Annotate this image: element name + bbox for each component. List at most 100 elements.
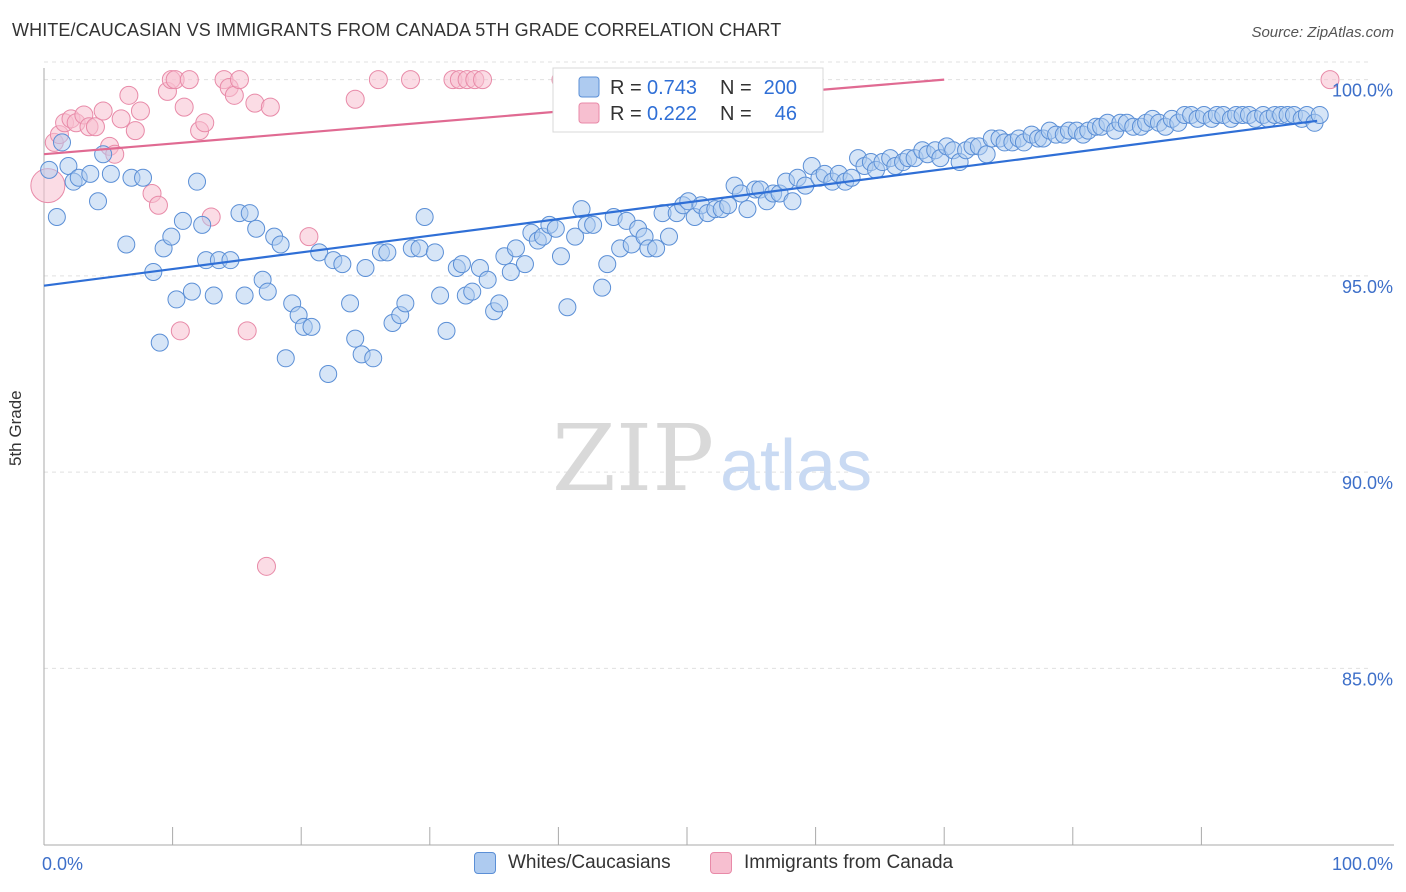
- point-whites-14: [150, 333, 169, 352]
- point-canada-35: [299, 227, 319, 247]
- legend-n-value-blue: 200: [764, 77, 797, 99]
- stats-legend: R = 0.743 N = 200 R = 0.222 N = 46: [552, 67, 824, 133]
- point-canada-21: [170, 321, 190, 341]
- gridlines: [44, 61, 1370, 669]
- point-whites-68: [501, 262, 520, 281]
- point-whites-27: [235, 286, 254, 305]
- watermark-zip: ZIP: [552, 405, 714, 512]
- y-tick-labels: 85.0% 90.0% 95.0% 100.0%: [1332, 81, 1393, 690]
- point-whites-102: [719, 196, 738, 215]
- point-whites-16: [162, 227, 181, 246]
- point-canada-30: [229, 70, 249, 90]
- y-tick-label-3: 100.0%: [1332, 81, 1393, 101]
- legend-swatch-pink: [578, 102, 600, 124]
- point-whites-40: [319, 365, 338, 383]
- point-whites-33: [271, 235, 290, 254]
- watermark-atlas: atlas: [720, 426, 872, 506]
- point-whites-19: [182, 282, 201, 301]
- point-whites-6: [81, 164, 100, 183]
- point-canada-9: [93, 101, 113, 121]
- point-whites-2: [53, 133, 72, 152]
- legend-label-canada: Immigrants from Canada: [744, 852, 954, 873]
- point-whites-78: [566, 227, 585, 246]
- y-tick-label-2: 95.0%: [1342, 277, 1393, 297]
- legend-n-value-pink: 46: [775, 103, 797, 125]
- point-whites-62: [463, 282, 482, 301]
- legend-n-label-blue: N =: [720, 77, 752, 99]
- point-whites-121: [842, 168, 861, 187]
- point-canada-43: [473, 70, 493, 90]
- point-whites-91: [647, 239, 666, 258]
- legend-r-label-blue: R =: [610, 77, 642, 99]
- point-whites-10: [117, 235, 136, 254]
- point-whites-60: [452, 255, 471, 274]
- point-whites-23: [204, 286, 223, 305]
- point-whites-56: [425, 243, 444, 262]
- point-canada-13: [119, 85, 139, 105]
- legend-swatch-blue: [578, 76, 600, 98]
- point-whites-142: [977, 145, 996, 164]
- point-whites-112: [783, 192, 802, 211]
- point-whites-58: [437, 321, 456, 340]
- point-canada-38: [401, 70, 421, 90]
- legend-r-value-blue: 0.743: [647, 77, 697, 99]
- point-canada-17: [148, 195, 168, 215]
- legend-r-value-pink: 0.222: [647, 103, 697, 125]
- point-whites-83: [598, 255, 617, 274]
- point-canada-8: [85, 117, 105, 137]
- point-whites-49: [378, 243, 397, 262]
- point-canada-15: [130, 101, 150, 121]
- point-whites-42: [333, 255, 352, 274]
- point-whites-18: [173, 211, 192, 230]
- series-blue-points: [40, 105, 1329, 383]
- point-whites-82: [593, 278, 612, 297]
- point-whites-28: [240, 204, 259, 223]
- x-tick-label-1: 100.0%: [1332, 854, 1393, 874]
- point-whites-105: [738, 200, 757, 219]
- point-canada-37: [368, 70, 388, 90]
- point-whites-194: [1310, 105, 1329, 124]
- point-whites-20: [188, 172, 207, 191]
- point-whites-76: [551, 247, 570, 266]
- point-whites-57: [431, 286, 450, 305]
- x-tick-labels: 0.0% 100.0%: [42, 854, 1393, 874]
- legend-item-whites: Whites/Caucasians: [474, 852, 671, 874]
- trend-line-whites: [43, 119, 1318, 287]
- point-whites-7: [89, 192, 108, 211]
- point-whites-77: [558, 298, 577, 317]
- point-canada-23: [179, 70, 199, 90]
- chart-title: WHITE/CAUCASIAN VS IMMIGRANTS FROM CANAD…: [12, 20, 782, 40]
- point-whites-0: [40, 160, 59, 179]
- x-tick-label-0: 0.0%: [42, 854, 83, 874]
- legend-n-label-pink: N =: [720, 103, 752, 125]
- point-whites-93: [659, 227, 678, 246]
- point-whites-31: [258, 282, 277, 301]
- point-canada-12: [111, 109, 131, 129]
- point-whites-70: [515, 255, 534, 274]
- point-canada-34: [260, 97, 280, 117]
- point-whites-55: [415, 208, 434, 226]
- y-tick-label-0: 85.0%: [1342, 669, 1393, 689]
- watermark: ZIP atlas: [552, 405, 872, 512]
- legend-swatch-whites: [474, 852, 496, 874]
- point-whites-46: [356, 259, 375, 278]
- point-canada-45: [1320, 70, 1340, 90]
- series-legend: Whites/Caucasians Immigrants from Canada: [0, 852, 1406, 878]
- point-whites-29: [247, 219, 266, 238]
- point-whites-66: [490, 294, 509, 313]
- point-whites-34: [276, 349, 295, 368]
- legend-label-whites: Whites/Caucasians: [508, 852, 671, 873]
- point-whites-69: [506, 239, 525, 258]
- point-whites-1: [47, 208, 66, 226]
- y-tick-label-1: 90.0%: [1342, 473, 1393, 493]
- point-whites-12: [134, 168, 153, 187]
- point-canada-25: [195, 113, 215, 133]
- point-whites-39: [310, 243, 329, 262]
- point-whites-44: [346, 329, 365, 348]
- legend-r-label-pink: R =: [610, 103, 642, 125]
- point-whites-81: [584, 215, 603, 234]
- point-whites-9: [101, 164, 120, 183]
- point-whites-54: [410, 239, 429, 258]
- point-canada-14: [125, 121, 145, 141]
